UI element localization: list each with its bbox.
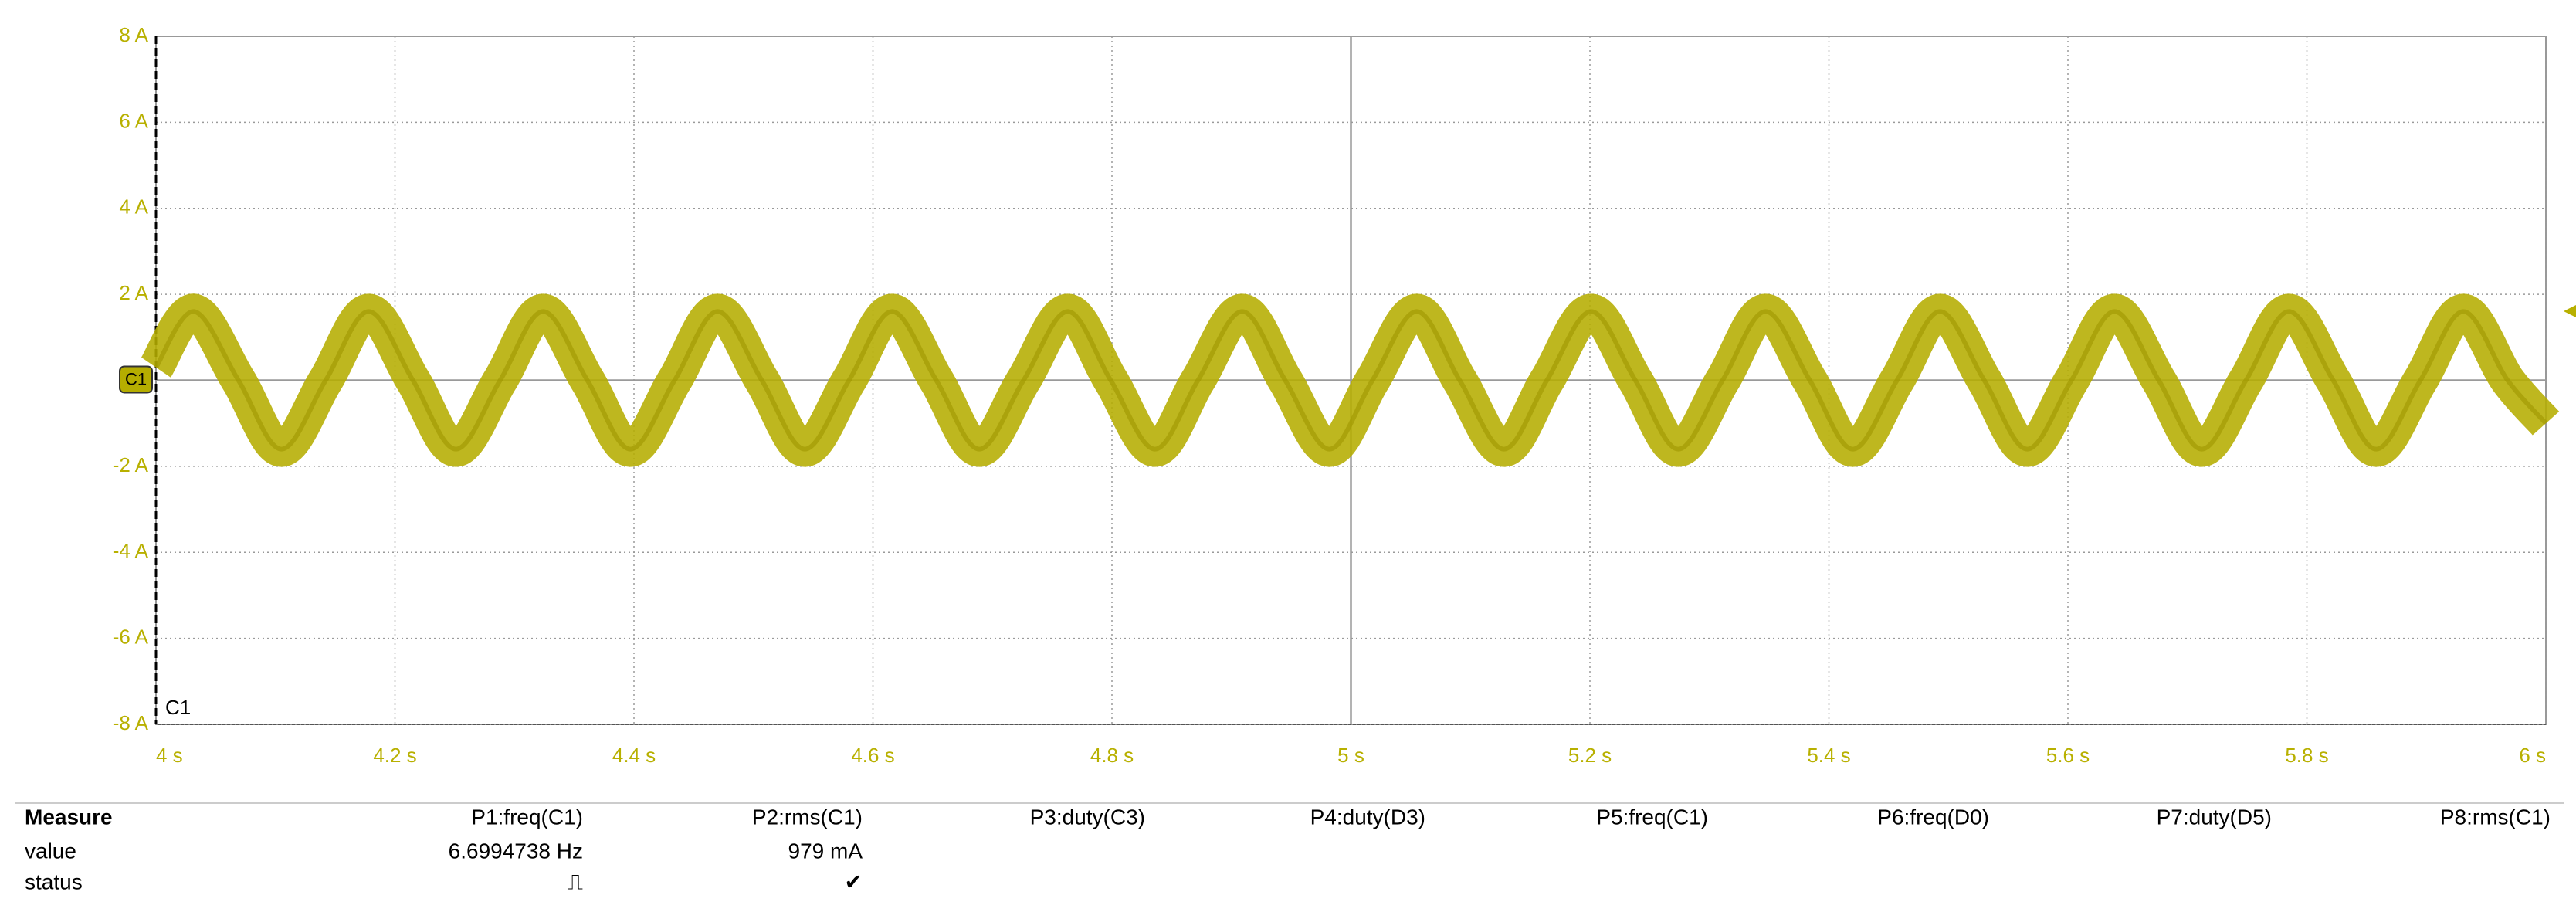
y-tick-label: -6 A	[113, 626, 149, 649]
waveform-core	[154, 309, 2548, 452]
x-tick-label: 4.2 s	[373, 744, 416, 767]
y-tick-label: 4 A	[119, 195, 148, 219]
x-tick-label: 4.8 s	[1090, 744, 1134, 767]
channel-marker-label: C1	[125, 369, 147, 388]
table-header: P4:duty(D3)	[1310, 805, 1425, 829]
table-header: P6:freq(D0)	[1877, 805, 1989, 829]
y-tick-label: -4 A	[113, 539, 149, 562]
table-header: Measure	[25, 805, 113, 829]
x-tick-label: 4.6 s	[851, 744, 894, 767]
y-tick-label: -8 A	[113, 711, 149, 734]
table-header: P2:rms(C1)	[752, 805, 863, 829]
table-cell: 979 mA	[788, 839, 863, 863]
x-tick-label: 5 s	[1337, 744, 1364, 767]
x-tick-label: 5.8 s	[2285, 744, 2328, 767]
x-tick-label: 5.2 s	[1568, 744, 1612, 767]
table-row-label: value	[25, 839, 76, 863]
table-header: P7:duty(D5)	[2157, 805, 2272, 829]
x-tick-label: 5.4 s	[1807, 744, 1850, 767]
table-cell: ✔	[845, 870, 863, 893]
y-tick-label: 6 A	[119, 109, 148, 132]
table-row-label: status	[25, 870, 83, 893]
y-tick-label: 8 A	[119, 23, 148, 46]
x-tick-label: 4.4 s	[612, 744, 656, 767]
table-cell: ⎍	[568, 870, 583, 893]
x-tick-label: 5.6 s	[2046, 744, 2090, 767]
table-cell: 6.6994738 Hz	[449, 839, 583, 863]
channel-marker	[119, 365, 153, 394]
table-header: P8:rms(C1)	[2440, 805, 2551, 829]
y-tick-label: 2 A	[119, 281, 148, 304]
table-header: P3:duty(C3)	[1030, 805, 1145, 829]
table-header: P5:freq(C1)	[1596, 805, 1708, 829]
x-tick-label: 6 s	[2519, 744, 2546, 767]
y-tick-label: -2 A	[113, 453, 149, 476]
channel-label: C1	[165, 696, 191, 719]
table-header: P1:freq(C1)	[471, 805, 583, 829]
x-tick-label: 4 s	[156, 744, 183, 767]
trigger-marker	[2564, 305, 2576, 317]
